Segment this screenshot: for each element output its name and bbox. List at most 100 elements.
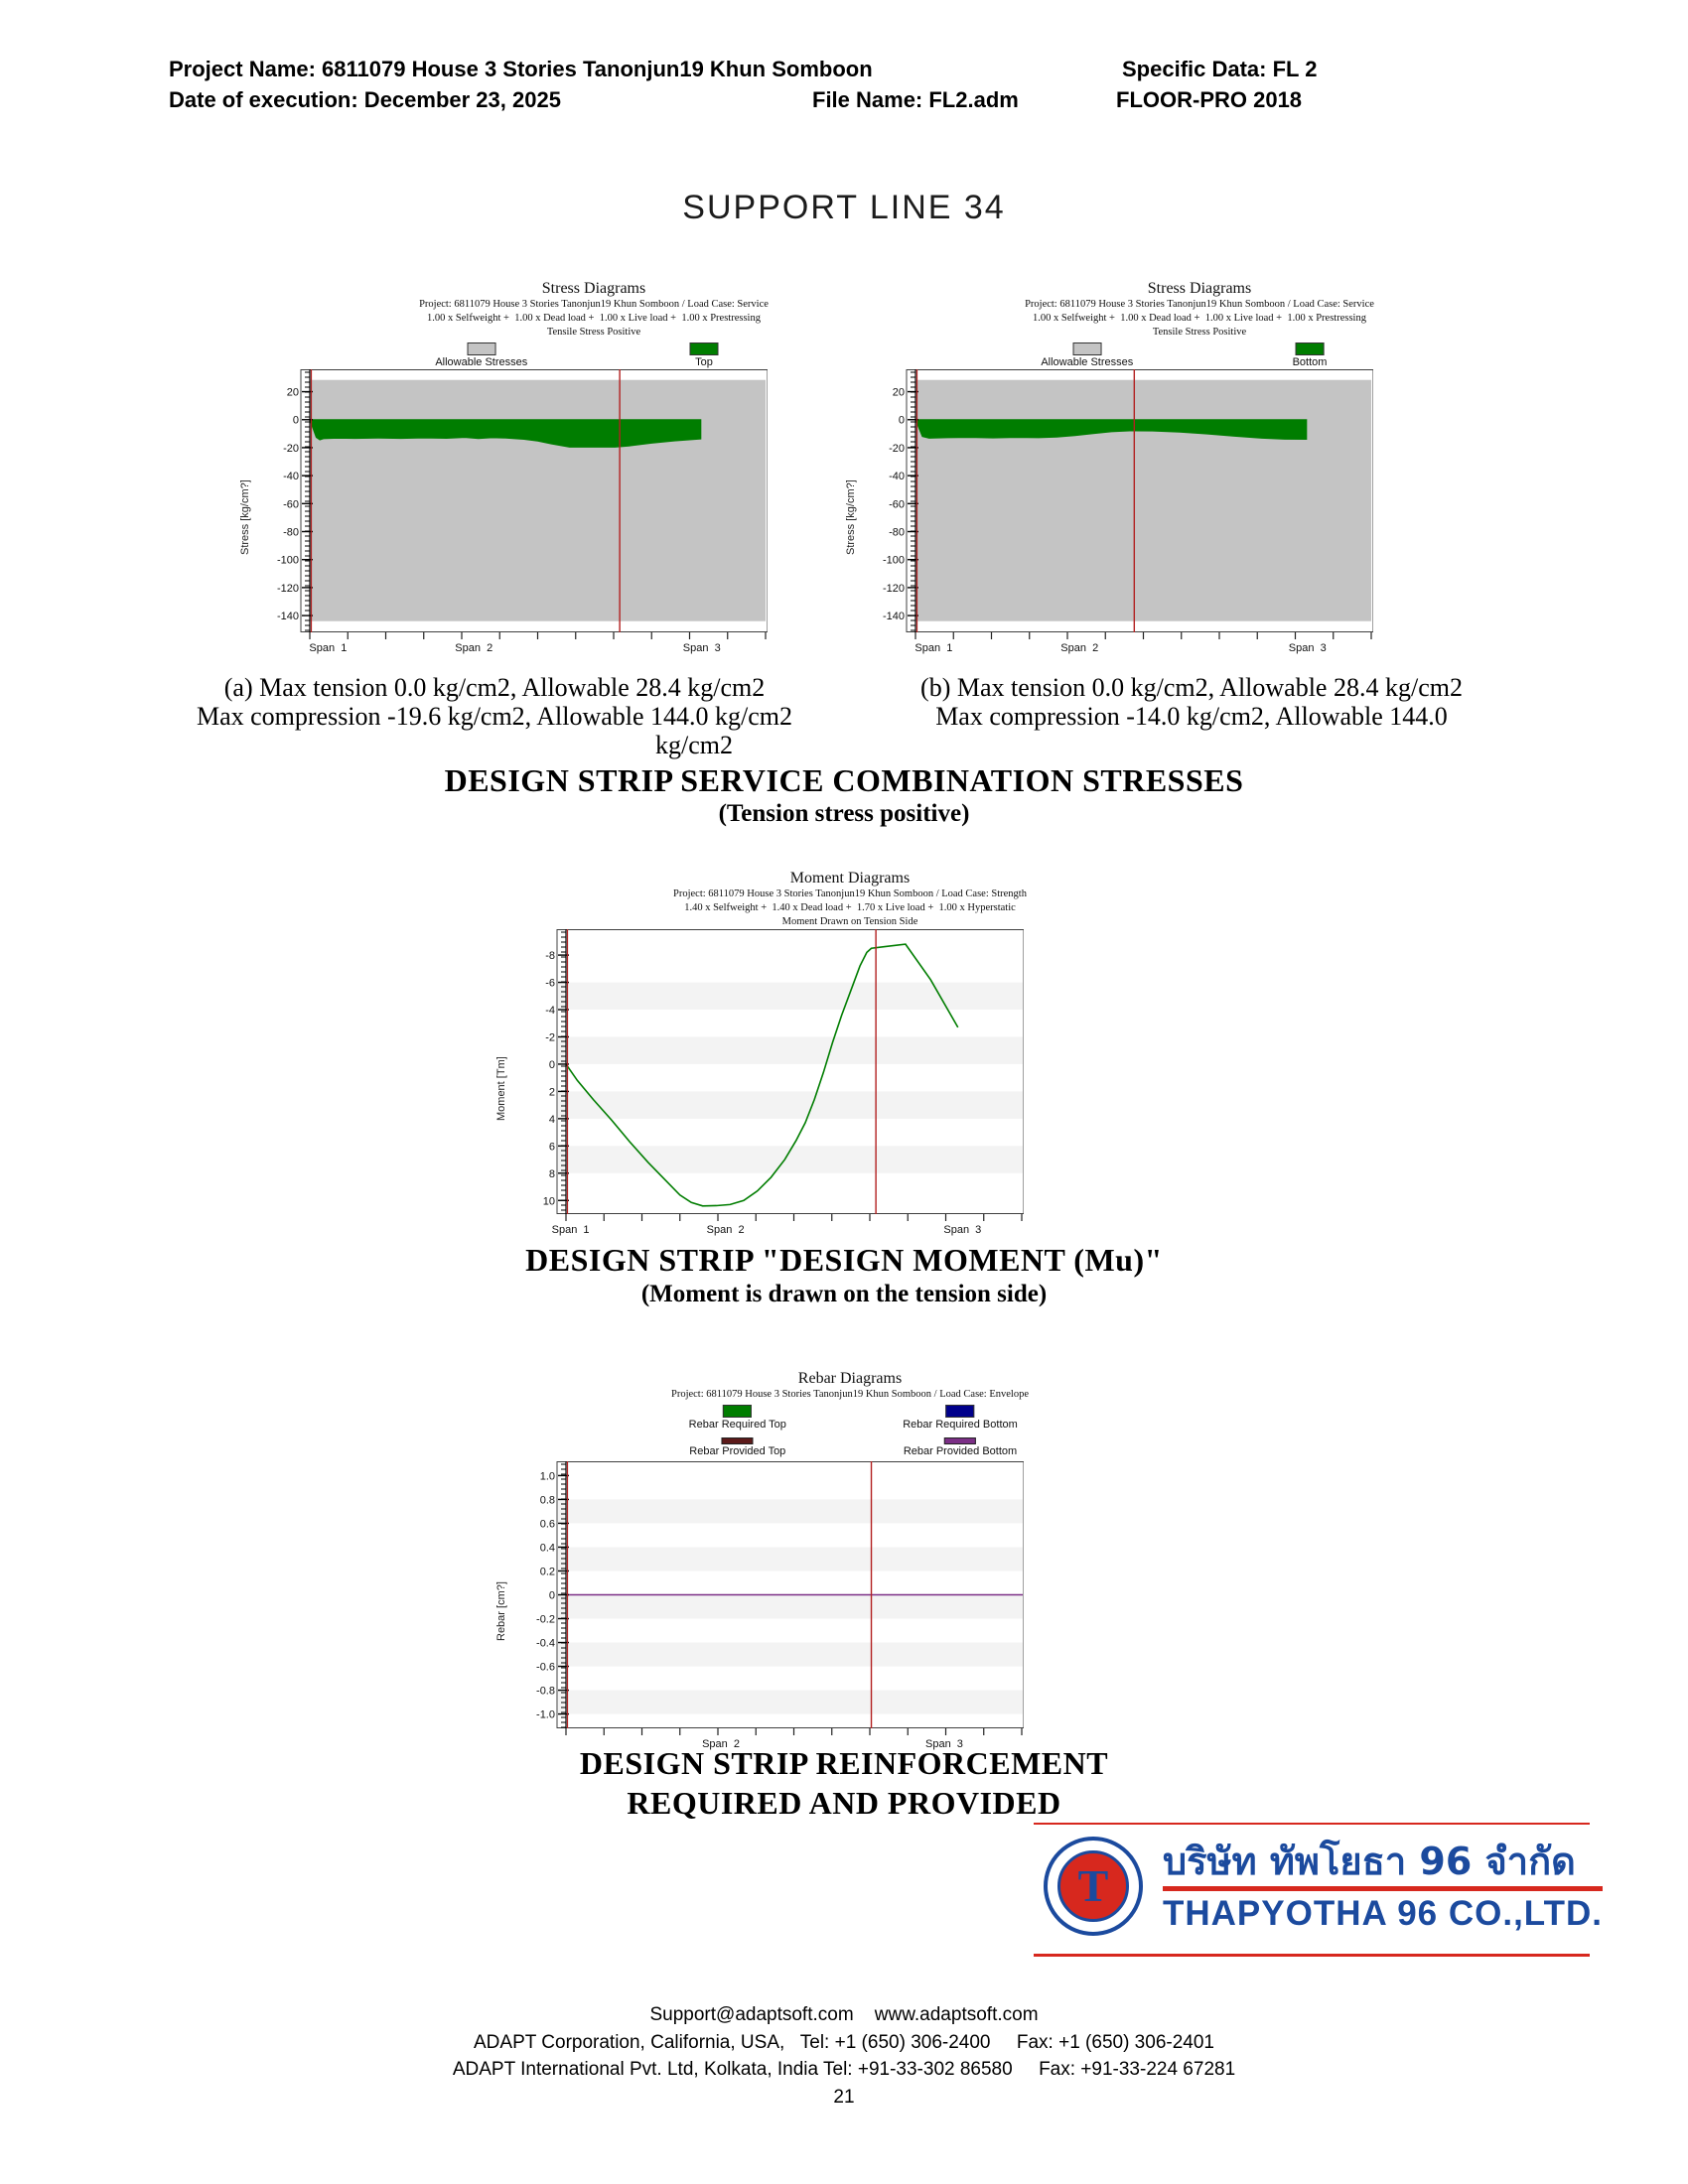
x-axis-span-label: Span 2 — [706, 1224, 745, 1236]
caption-a: (a) Max tension 0.0 kg/cm2, Allowable 28… — [172, 673, 817, 731]
stress-bottom-plot: 20 0 -20 -40 -60 -80 -100 -120 -140 Span 1 Span 2 S… — [861, 369, 1374, 666]
stress-section-subheading: (Tension stress positive) — [718, 800, 970, 827]
stress-diagram-bottom-panel: Stress Diagrams Project: 6811079 House 3… — [841, 276, 1427, 666]
svg-text:-0.8: -0.8 — [536, 1686, 555, 1698]
svg-text:-80: -80 — [889, 527, 905, 539]
page-number: 21 — [833, 2086, 855, 2108]
legend-item-allowable: Allowable Stresses — [1041, 342, 1133, 369]
svg-text:0.8: 0.8 — [540, 1494, 555, 1506]
logo-body: T บริษัท ทัพโยธา 96 จำกัด THAPYOTHA 96 C… — [1034, 1823, 1603, 1936]
chart-legend: Allowable Stresses Top — [235, 340, 821, 369]
legend-item-top: Top — [689, 342, 719, 369]
svg-text:10: 10 — [543, 1195, 555, 1207]
legend-label: Allowable Stresses — [1041, 356, 1134, 368]
legend-label: Bottom — [1292, 356, 1328, 368]
allowable-swatch-icon — [1072, 342, 1102, 355]
legend-label: Rebar Required Top — [688, 1419, 786, 1431]
chart-subtitle: Project: 6811079 House 3 Stories Tanonju… — [673, 888, 1027, 899]
moment-diagram-panel: Moment Diagrams Project: 6811079 House 3… — [492, 866, 1077, 1248]
caption-b-overflow: kg/cm2 — [655, 731, 733, 759]
logo-disc-icon: T — [1057, 1850, 1129, 1922]
svg-text:-6: -6 — [545, 978, 555, 990]
svg-text:20: 20 — [287, 387, 299, 399]
svg-text:-2: -2 — [545, 1031, 555, 1043]
rebar-legend-provided: Rebar Provided Top Rebar Provided Bottom — [492, 1432, 1077, 1461]
svg-text:-120: -120 — [277, 583, 299, 595]
svg-text:6: 6 — [549, 1141, 555, 1153]
svg-text:0.4: 0.4 — [540, 1542, 555, 1554]
svg-text:0.6: 0.6 — [540, 1518, 555, 1530]
legend-item-required-top: Rebar Required Top — [689, 1405, 786, 1432]
company-name-latin: THAPYOTHA 96 CO.,LTD. — [1163, 1894, 1603, 1933]
chart-title: Rebar Diagrams — [797, 1370, 903, 1387]
svg-text:1.0: 1.0 — [540, 1470, 555, 1482]
allowable-swatch-icon — [467, 342, 496, 355]
plot-row: Stress [kg/cm?] 20 0 -20 -40 -60 -80 -100 -120 -… — [235, 369, 821, 666]
chart-header: Moment Diagrams Project: 6811079 House 3… — [623, 870, 1077, 929]
rebar-diagram-panel: Rebar Diagrams Project: 6811079 House 3 … — [492, 1366, 1077, 1762]
svg-text:2: 2 — [549, 1086, 555, 1098]
project-name: Project Name: 6811079 House 3 Stories Ta… — [169, 57, 873, 81]
y-axis-label: Stress [kg/cm?] — [845, 479, 857, 556]
chart-load-combo: 1.40 x Selfweight + 1.40 x Dead load + 1… — [684, 902, 1016, 913]
x-axis-span-label: Span 2 — [1060, 642, 1099, 654]
logo-monogram: T — [1077, 1860, 1109, 1911]
moment-section-subheading: (Moment is drawn on the tension side) — [640, 1281, 1048, 1307]
provided-bottom-swatch-icon — [944, 1437, 976, 1444]
svg-text:-140: -140 — [883, 611, 905, 622]
chart-title: Stress Diagrams — [1147, 280, 1252, 297]
required-top-swatch-icon — [723, 1405, 753, 1418]
svg-text:0: 0 — [293, 415, 299, 427]
svg-text:4: 4 — [549, 1114, 555, 1126]
company-logo: T บริษัท ทัพโยธา 96 จำกัด THAPYOTHA 96 C… — [1034, 1823, 1603, 1957]
required-bottom-swatch-icon — [945, 1405, 975, 1418]
svg-text:0: 0 — [899, 415, 905, 427]
svg-text:-100: -100 — [277, 555, 299, 567]
chart-load-combo: 1.00 x Selfweight + 1.00 x Dead load + 1… — [427, 313, 761, 324]
x-axis-span-label: Span 1 — [309, 642, 348, 654]
caption-b: (b) Max tension 0.0 kg/cm2, Allowable 28… — [874, 673, 1509, 731]
stress-top-plot: 20 0 -20 -40 -60 -80 -100 -120 -140 Span 1 Span 2 S… — [255, 369, 769, 666]
svg-text:-140: -140 — [277, 611, 299, 622]
legend-label: Rebar Provided Bottom — [903, 1445, 1018, 1457]
x-axis-span-label: Span 3 — [925, 1738, 963, 1750]
bottom-stress-swatch-icon — [1295, 342, 1325, 355]
svg-text:0.2: 0.2 — [540, 1566, 555, 1577]
plot-row: Rebar [cm?] 1.0 0.8 0.6 0.4 0.2 0 -0.2 -0.4 -0.6… — [492, 1461, 1077, 1762]
x-axis-span-label: Span 3 — [1288, 642, 1327, 654]
chart-load-combo: 1.00 x Selfweight + 1.00 x Dead load + 1… — [1033, 313, 1366, 324]
svg-text:0: 0 — [549, 1590, 555, 1602]
svg-text:-40: -40 — [889, 471, 905, 482]
chart-title: Stress Diagrams — [541, 280, 646, 297]
legend-label: Allowable Stresses — [435, 356, 528, 368]
legend-label: Rebar Provided Top — [689, 1445, 786, 1457]
stress-diagrams-row: Stress Diagrams Project: 6811079 House 3… — [235, 276, 1427, 666]
provided-top-swatch-icon — [721, 1437, 754, 1444]
svg-text:8: 8 — [549, 1168, 555, 1180]
logo-top-rule — [1034, 1823, 1590, 1825]
footer-usa-line: ADAPT Corporation, California, USA, Tel:… — [474, 2031, 1214, 2053]
caption-b-line1: (b) Max tension 0.0 kg/cm2, Allowable 28… — [920, 673, 1463, 702]
chart-subtitle: Project: 6811079 House 3 Stories Tanonju… — [670, 1389, 1030, 1400]
logo-ring-icon: T — [1044, 1837, 1143, 1936]
plot-row: Stress [kg/cm?] 20 0 -20 -40 -60 -80 -100 -120 -… — [841, 369, 1427, 666]
chart-note: Tensile Stress Positive — [546, 327, 641, 338]
x-axis-span-label: Span 2 — [702, 1738, 741, 1750]
execution-date: Date of execution: December 23, 2025 — [169, 87, 561, 112]
svg-text:-0.4: -0.4 — [536, 1638, 555, 1650]
footer-india-line: ADAPT International Pvt. Ltd, Kolkata, I… — [452, 2059, 1236, 2080]
svg-text:-8: -8 — [545, 950, 555, 962]
svg-text:-0.6: -0.6 — [536, 1662, 555, 1674]
svg-text:-20: -20 — [283, 443, 299, 455]
legend-item-provided-bottom: Rebar Provided Bottom — [904, 1434, 1017, 1458]
svg-text:-20: -20 — [889, 443, 905, 455]
legend-item-bottom: Bottom — [1292, 342, 1328, 369]
company-name-thai: บริษัท ทัพโยธา 96 จำกัด — [1163, 1840, 1576, 1883]
svg-text:-1.0: -1.0 — [536, 1709, 555, 1721]
rebar-plot: 1.0 0.8 0.6 0.4 0.2 0 -0.2 -0.4 -0.6 -0.8 -1.0 Span… — [511, 1461, 1025, 1762]
chart-title: Moment Diagrams — [789, 870, 911, 887]
footer-contact-line: Support@adaptsoft.com www.adaptsoft.com — [649, 2004, 1039, 2025]
y-axis-label: Rebar [cm?] — [495, 1581, 507, 1642]
plot-row: Moment [Tm] -8 -6 -4 -2 0 2 4 6 8 10 Span 1 Span 2 S… — [492, 929, 1077, 1248]
